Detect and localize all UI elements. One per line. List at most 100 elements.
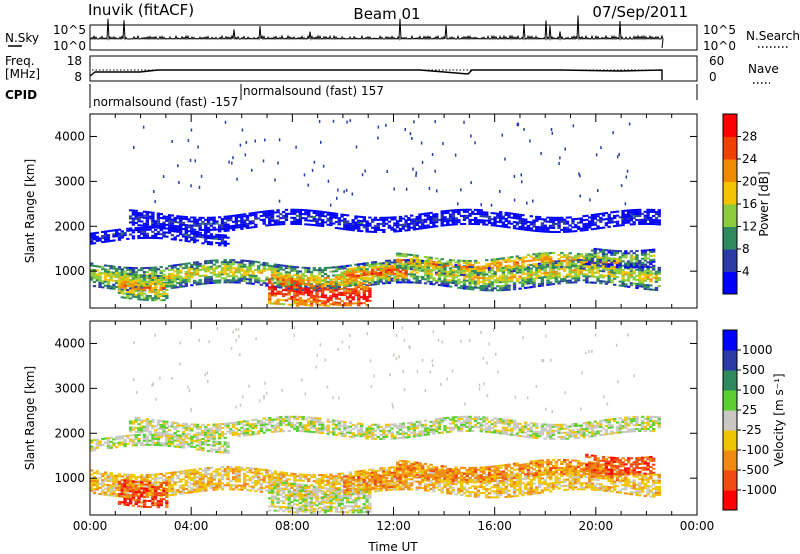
heatmap-cell — [162, 299, 166, 302]
heatmap-cell — [576, 227, 581, 230]
heatmap-cell — [134, 277, 138, 280]
y-tick-label: 2000 — [54, 219, 85, 233]
heatmap-cell — [126, 475, 130, 478]
heatmap-cell — [284, 285, 289, 288]
heatmap-cell — [507, 214, 511, 217]
heatmap-cell — [198, 268, 202, 271]
heatmap-cell — [315, 291, 319, 294]
heatmap-cell — [237, 269, 241, 272]
heatmap-cell — [443, 268, 447, 271]
heatmap-cell — [240, 273, 244, 276]
heatmap-cell — [237, 261, 241, 264]
heatmap-cell — [187, 220, 191, 223]
heatmap-cell — [206, 228, 211, 231]
heatmap-cell — [599, 265, 603, 268]
heatmap-cell — [184, 264, 188, 267]
heatmap-cell — [206, 226, 211, 229]
heatmap-cell — [649, 255, 653, 258]
heatmap-cell — [362, 289, 367, 293]
heatmap-cell — [379, 278, 383, 281]
heatmap-cell — [312, 220, 316, 223]
heatmap-cell — [137, 274, 141, 277]
heatmap-cell — [490, 212, 495, 215]
heatmap-cell — [123, 481, 127, 484]
heatmap-cell — [106, 240, 111, 243]
heatmap-cell — [354, 290, 358, 293]
heatmap-cell — [240, 227, 244, 230]
heatmap-cell — [540, 260, 545, 263]
heatmap-cell — [607, 273, 611, 276]
heatmap-cell — [290, 212, 294, 215]
heatmap-cell — [457, 268, 461, 271]
heatmap-cell — [551, 218, 556, 221]
heatmap-cell — [348, 282, 353, 285]
heatmap-cell — [142, 499, 147, 502]
heatmap-cell — [279, 302, 283, 305]
heatmap-cell — [368, 265, 372, 268]
heatmap-cell — [626, 211, 631, 214]
heatmap-cell — [432, 283, 436, 286]
heatmap-cell — [315, 269, 319, 272]
heatmap-cell — [607, 251, 611, 254]
heatmap-cell — [320, 271, 325, 274]
heatmap-cell — [423, 224, 428, 227]
heatmap-cell — [234, 275, 239, 278]
heatmap-cell — [234, 226, 239, 229]
heatmap-cell — [543, 268, 547, 271]
heatmap-cell — [434, 169, 436, 173]
heatmap-cell — [626, 275, 631, 278]
heatmap-cell — [376, 282, 380, 285]
heatmap-cell — [229, 215, 233, 218]
heatmap-cell — [187, 280, 191, 283]
heatmap-cell — [298, 219, 303, 222]
heatmap-cell — [148, 215, 152, 218]
heatmap-cell — [156, 419, 161, 422]
heatmap-cell — [243, 273, 247, 276]
heatmap-cell — [159, 483, 163, 487]
heatmap-cell — [418, 259, 422, 262]
heatmap-cell — [90, 262, 94, 265]
heatmap-cell — [332, 291, 336, 294]
heatmap-cell — [131, 486, 136, 489]
heatmap-cell — [504, 284, 508, 287]
heatmap-cell — [192, 261, 197, 264]
heatmap-cell — [167, 442, 172, 445]
heatmap-cell — [220, 240, 225, 243]
heatmap-cell — [142, 234, 147, 237]
heatmap-cell — [98, 486, 102, 489]
heatmap-cell — [626, 264, 631, 267]
heatmap-cell — [546, 256, 550, 259]
heatmap-cell — [154, 200, 156, 204]
heatmap-cell — [535, 215, 539, 218]
heatmap-cell — [621, 224, 625, 227]
heatmap-cell — [565, 230, 570, 233]
heatmap-cell — [270, 286, 275, 289]
heatmap-cell — [345, 224, 350, 227]
heatmap-cell — [148, 225, 152, 228]
heatmap-cell — [446, 260, 450, 263]
heatmap-cell — [615, 214, 620, 217]
heatmap-cell — [524, 276, 528, 279]
heatmap-cell — [562, 228, 567, 231]
heatmap-cell — [151, 437, 155, 440]
heatmap-cell — [120, 280, 124, 283]
heatmap-cell — [512, 259, 517, 262]
heatmap-cell — [274, 178, 276, 182]
heatmap-cell — [437, 267, 442, 270]
heatmap-cell — [217, 279, 222, 282]
heatmap-cell — [320, 218, 325, 221]
heatmap-cell — [649, 280, 653, 283]
heatmap-cell — [465, 259, 469, 262]
heatmap-cell — [345, 268, 350, 271]
heatmap-cell — [120, 278, 124, 281]
heatmap-cell — [315, 214, 319, 217]
heatmap-cell — [131, 490, 136, 493]
nsky-tick-top: 10^5 — [53, 23, 86, 37]
heatmap-cell — [251, 274, 255, 277]
heatmap-cell — [151, 291, 155, 294]
heatmap-cell — [354, 271, 358, 274]
heatmap-cell — [398, 264, 403, 267]
heatmap-cell — [231, 279, 236, 282]
heatmap-cell — [167, 480, 172, 483]
heatmap-cell — [498, 279, 503, 282]
